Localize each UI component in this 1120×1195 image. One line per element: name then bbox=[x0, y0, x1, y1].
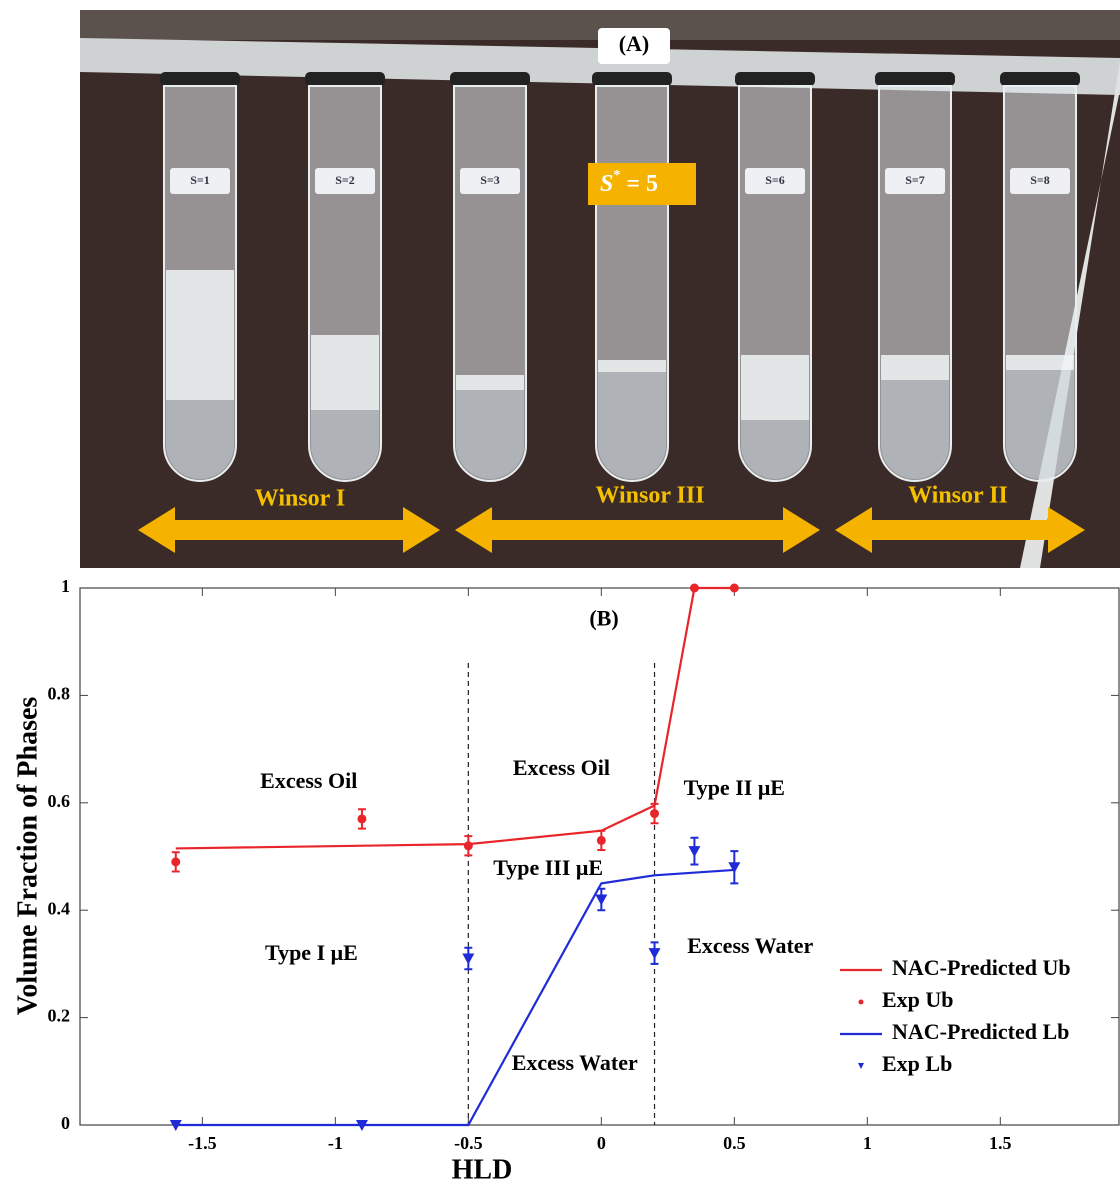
legend-label: NAC-Predicted Ub bbox=[892, 955, 1071, 980]
y-tick-label: 1 bbox=[61, 576, 70, 596]
tube-cap bbox=[1000, 72, 1080, 86]
point bbox=[650, 809, 659, 818]
point bbox=[690, 584, 699, 593]
tube-phase bbox=[741, 355, 809, 420]
tube-label: S=1 bbox=[190, 173, 210, 187]
annotation: Type III μE bbox=[493, 855, 603, 880]
tube-cap bbox=[305, 72, 385, 86]
panel-a-label: (A) bbox=[619, 31, 650, 56]
tube-phase bbox=[881, 355, 949, 380]
y-tick-label: 0.6 bbox=[48, 791, 71, 811]
tube-cap bbox=[450, 72, 530, 86]
point bbox=[597, 836, 606, 845]
tube-cap bbox=[875, 72, 955, 86]
tube-cap bbox=[735, 72, 815, 86]
tube-label: S=8 bbox=[1030, 173, 1050, 187]
tube-liquid bbox=[311, 410, 379, 479]
tube-label: S=6 bbox=[765, 173, 785, 187]
s-star: S* = 5 bbox=[600, 168, 658, 196]
y-tick-label: 0 bbox=[61, 1113, 70, 1133]
legend-label: Exp Lb bbox=[882, 1051, 952, 1076]
tube-label: S=7 bbox=[905, 173, 925, 187]
legend-label: NAC-Predicted Lb bbox=[892, 1019, 1069, 1044]
x-axis-label: HLD bbox=[452, 1154, 513, 1185]
chart: -1.5 -1 -0.5 0 0.5 1 1.5 0 0.2 0.4 0.6 0.8 1 (B) Exces… bbox=[48, 576, 1120, 1153]
annotation: Excess Water bbox=[687, 933, 813, 958]
x-tick-label: 0 bbox=[597, 1133, 606, 1153]
point bbox=[464, 841, 473, 850]
x-tick-label: -1 bbox=[328, 1133, 343, 1153]
x-tick-label: 1.5 bbox=[989, 1133, 1012, 1153]
annotation: Excess Water bbox=[512, 1050, 638, 1075]
x-tick-label: 1 bbox=[863, 1133, 872, 1153]
tube-liquid bbox=[598, 372, 666, 479]
region-label: Winsor I bbox=[255, 486, 345, 512]
point bbox=[357, 814, 366, 823]
x-tick-label: -0.5 bbox=[454, 1133, 483, 1153]
s-symbol: S bbox=[600, 171, 613, 197]
tube-phase bbox=[598, 360, 666, 372]
tube-label: S=2 bbox=[335, 173, 355, 187]
figure: S=1 S=2 S=3 S=6 S=7 S=8 (A) S* = 5 Winsor I Wi… bbox=[0, 0, 1120, 1190]
annotation: Excess Oil bbox=[260, 768, 357, 793]
s-superscript: * bbox=[613, 168, 620, 183]
legend-swatch bbox=[859, 1000, 864, 1005]
x-tick-label: 0.5 bbox=[723, 1133, 746, 1153]
tube-liquid bbox=[881, 380, 949, 479]
tube-label: S=3 bbox=[480, 173, 500, 187]
y-tick-label: 0.8 bbox=[48, 684, 71, 704]
annotation: Type I μE bbox=[265, 940, 358, 965]
region-label: Winsor II bbox=[908, 483, 1008, 509]
tube-liquid bbox=[456, 390, 524, 479]
y-tick-label: 0.4 bbox=[48, 898, 71, 918]
annotation: (B) bbox=[589, 605, 618, 630]
tube-phase bbox=[456, 375, 524, 390]
point bbox=[171, 857, 180, 866]
tube-liquid bbox=[1006, 370, 1074, 479]
y-tick-label: 0.2 bbox=[48, 1006, 71, 1026]
x-tick-label: -1.5 bbox=[188, 1133, 217, 1153]
tube-phase bbox=[1006, 355, 1074, 370]
tube-cap bbox=[160, 72, 240, 86]
annotation: Type II μE bbox=[684, 775, 785, 800]
point bbox=[730, 584, 739, 593]
tube-cap bbox=[592, 72, 672, 86]
annotation: Excess Oil bbox=[513, 755, 610, 780]
s-rest: = 5 bbox=[626, 171, 658, 197]
y-axis-label: Volume Fraction of Phases bbox=[12, 697, 43, 1016]
tube-phase bbox=[166, 270, 234, 400]
legend-label: Exp Ub bbox=[882, 987, 954, 1012]
tube-liquid bbox=[166, 400, 234, 479]
region-label: Winsor III bbox=[595, 483, 704, 509]
tube-phase bbox=[311, 335, 379, 410]
page: {"panel_a": {"label": "(A)", "s_star": {… bbox=[0, 0, 1120, 1190]
